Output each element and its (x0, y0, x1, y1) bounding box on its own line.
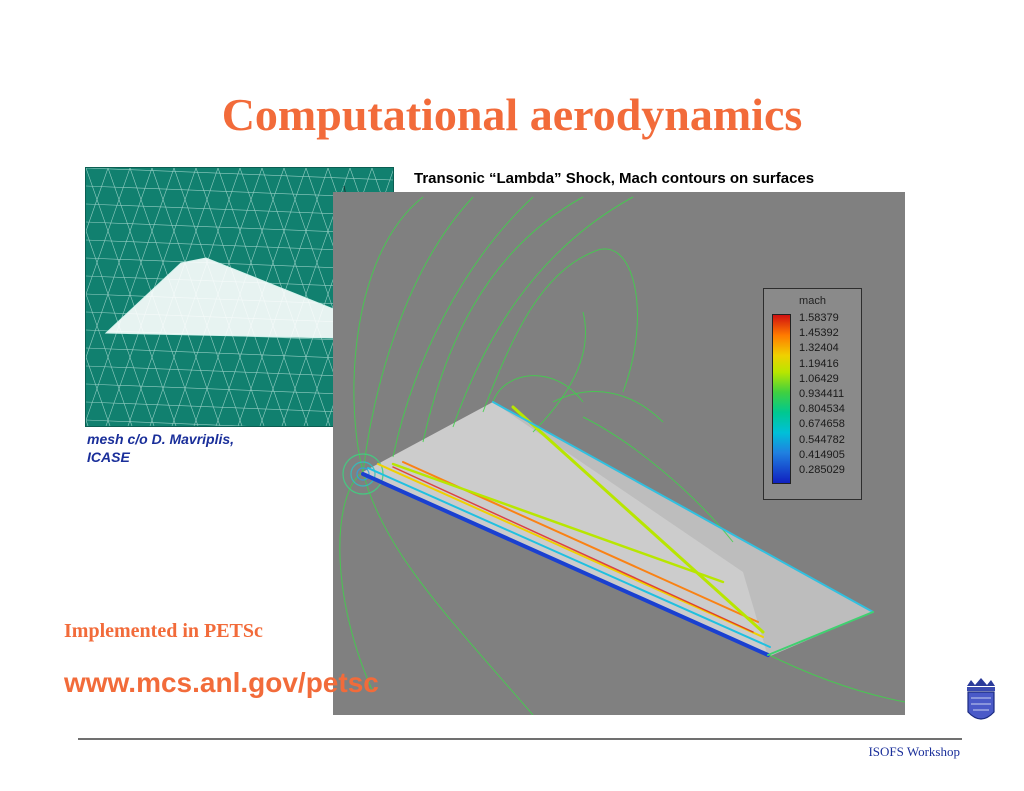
flow-contours (339, 196, 905, 715)
legend-tick: 1.58379 (799, 312, 839, 324)
footer-divider (78, 738, 962, 740)
crest-logo-icon (963, 676, 999, 726)
legend-tick: 1.06429 (799, 372, 839, 385)
plot-caption: Transonic “Lambda” Shock, Mach contours … (414, 170, 815, 187)
legend-colorbar (772, 314, 791, 484)
legend-tick: 0.544782 (799, 433, 845, 446)
legend-tick: 0.285029 (799, 463, 845, 476)
leading-edge (361, 472, 770, 657)
wing-mesh-shape (106, 258, 356, 338)
legend-tick: 0.934411 (799, 387, 845, 400)
petsc-url-link[interactable]: www.mcs.anl.gov/petsc (64, 667, 379, 698)
trailing-edge (492, 401, 874, 613)
legend-tick: 1.32404 (799, 342, 839, 355)
lambda-shock (511, 405, 765, 634)
legend-tick: 1.45392 (799, 327, 839, 340)
mach-legend: mach 1.58379 1.45392 1.32404 1.19416 1.0… (763, 288, 862, 500)
implemented-in-petsc: Implemented in PETSc (64, 620, 263, 642)
mesh-credit: mesh c/o D. Mavriplis, ICASE (87, 430, 327, 466)
mesh-credit-line2: ICASE (87, 449, 130, 465)
legend-tick: 0.804534 (799, 403, 845, 416)
legend-tick: 1.19416 (799, 357, 839, 370)
legend-ticks: 1.58379 1.45392 1.32404 1.19416 1.06429 … (799, 311, 845, 478)
legend-title: mach (799, 295, 826, 307)
slide-title: Computational aerodynamics (221, 89, 803, 140)
legend-tick: 0.674658 (799, 418, 845, 431)
mach-contour-plot: mach 1.58379 1.45392 1.32404 1.19416 1.0… (333, 192, 905, 715)
legend-tick: 0.414905 (799, 448, 845, 461)
footer-text: ISOFS Workshop (868, 744, 960, 759)
mesh-credit-line1: mesh c/o D. Mavriplis, (87, 431, 235, 447)
